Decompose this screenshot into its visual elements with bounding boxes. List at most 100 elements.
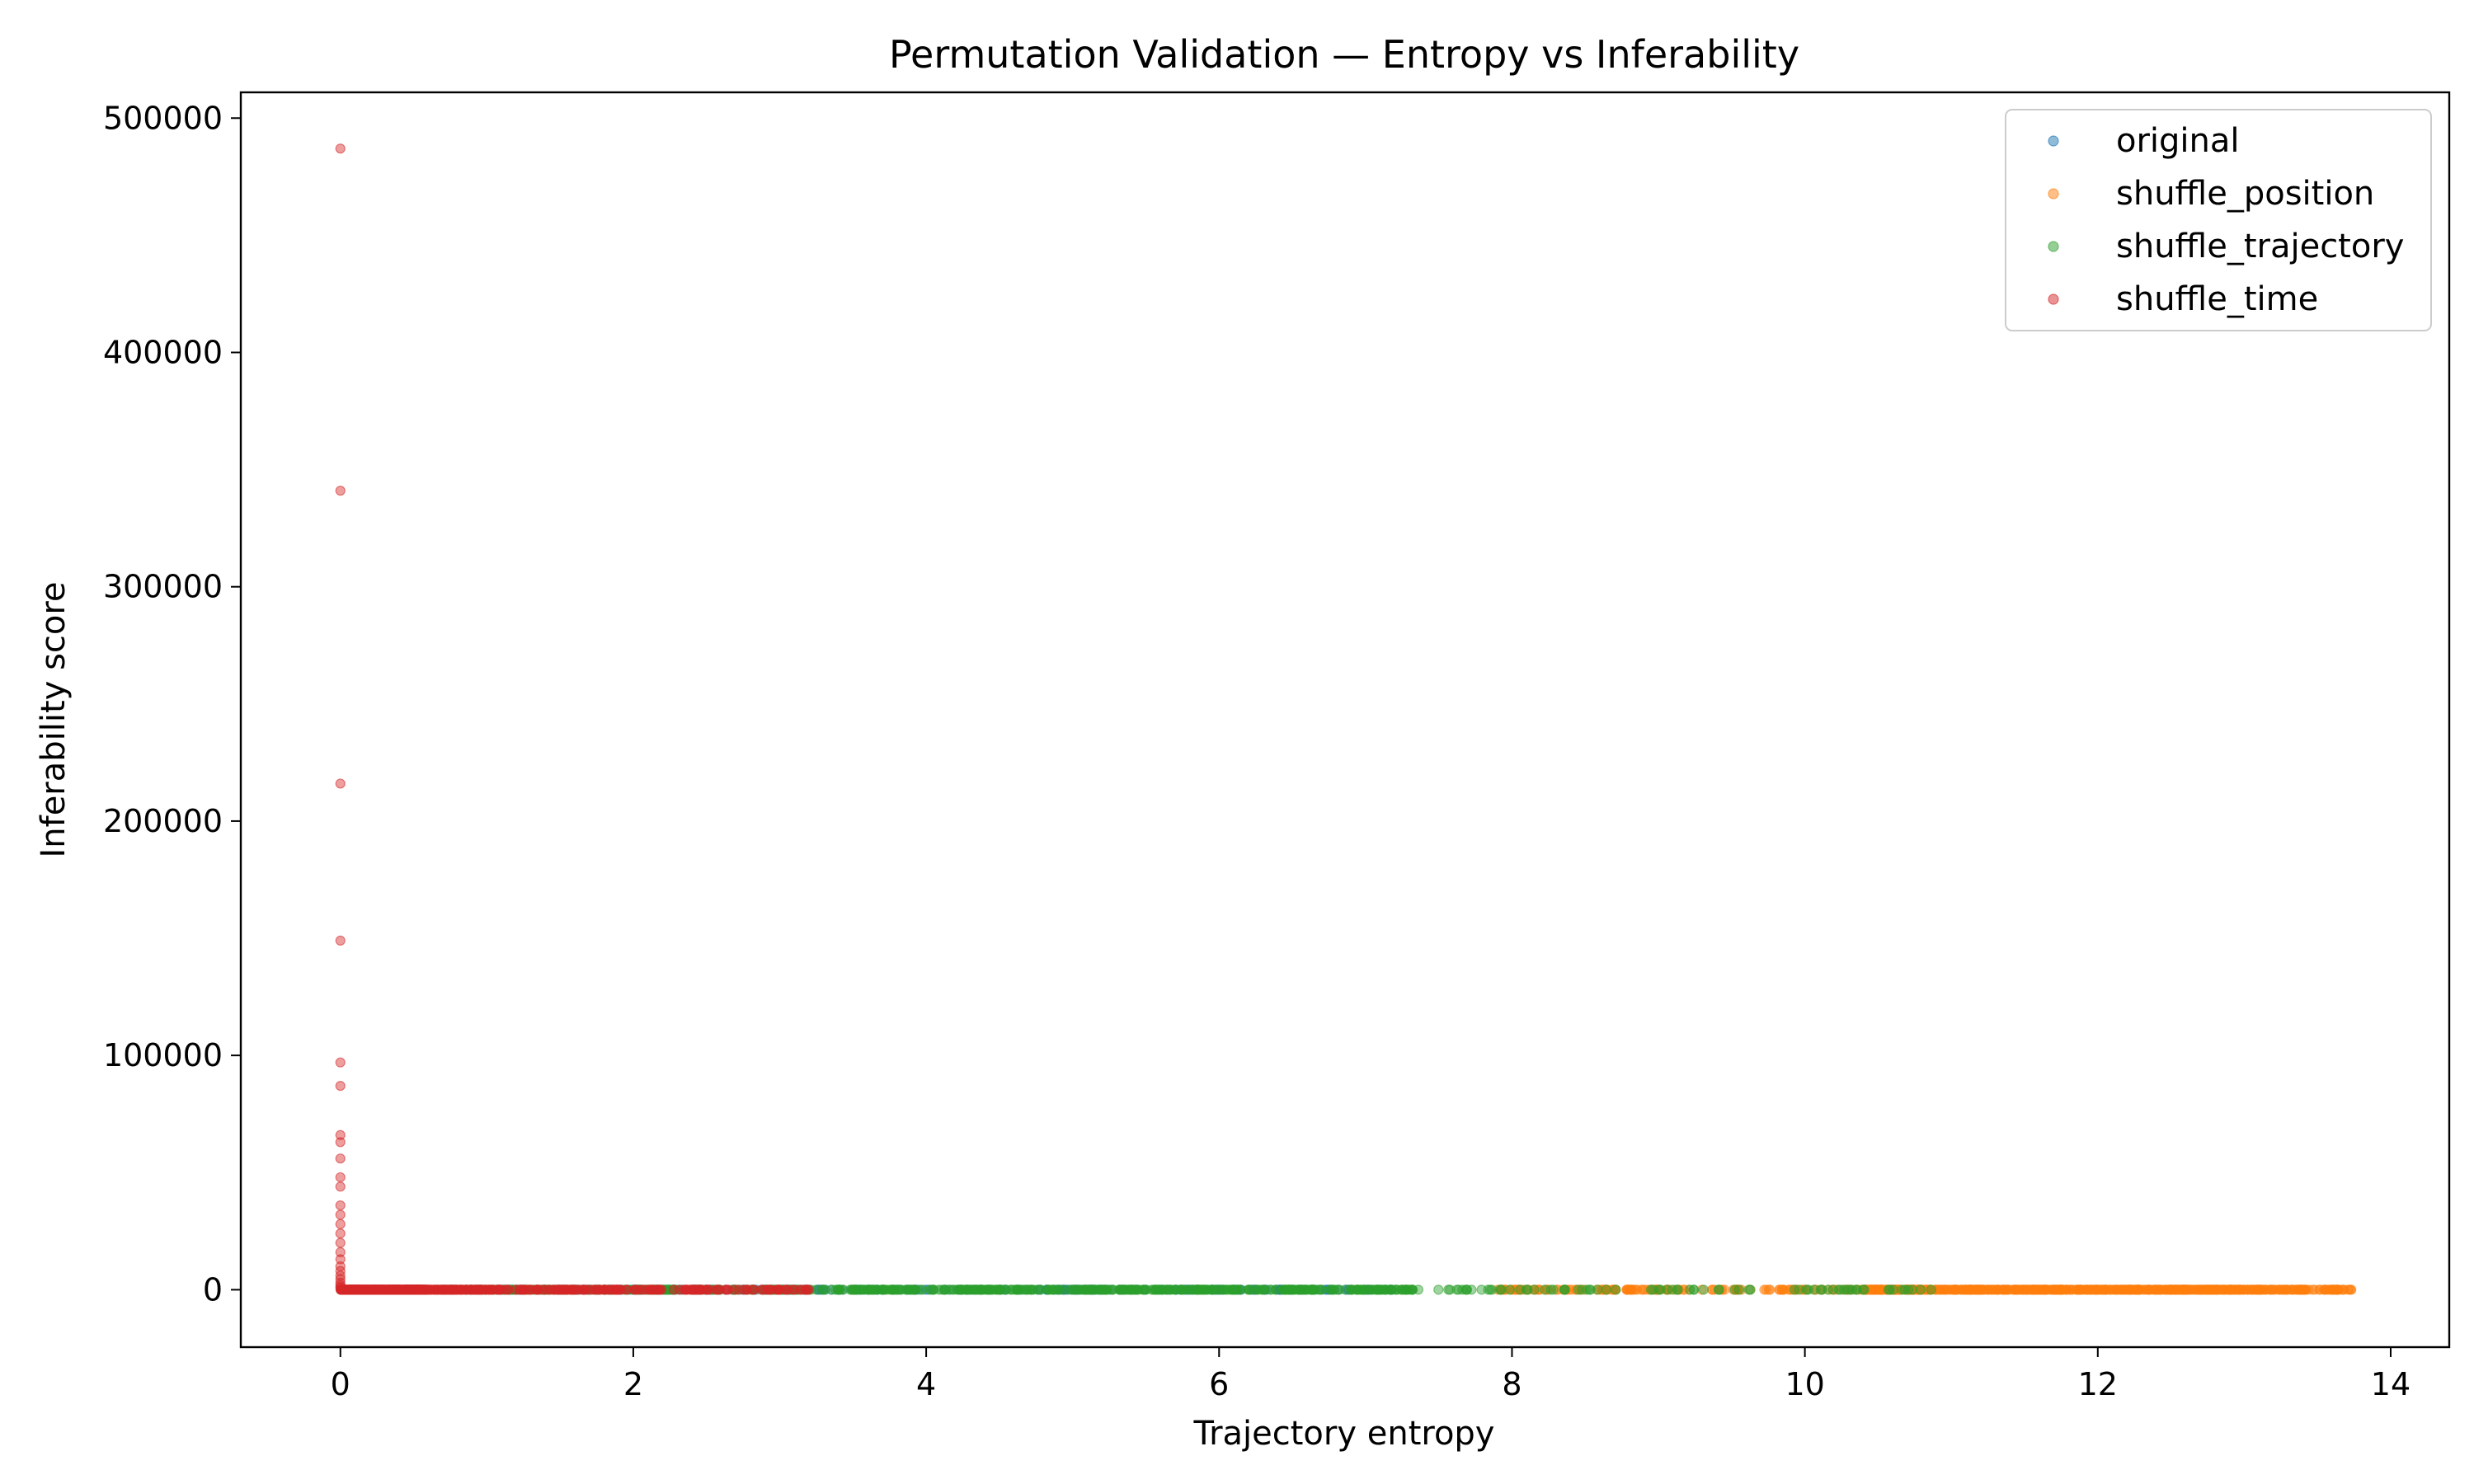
data-point-shuffle_time: [335, 1247, 346, 1257]
data-point-shuffle_trajectory: [988, 1284, 999, 1295]
data-point-shuffle_trajectory: [1745, 1284, 1756, 1295]
data-point-shuffle_trajectory: [1379, 1284, 1390, 1295]
data-point-shuffle_trajectory: [1128, 1284, 1139, 1295]
data-point-shuffle_time: [607, 1284, 618, 1295]
data-point-shuffle_time: [651, 1284, 661, 1295]
data-point-shuffle_trajectory: [1397, 1284, 1408, 1295]
legend-marker-original: [2048, 135, 2059, 147]
data-point-shuffle_time: [335, 1254, 346, 1265]
data-point-shuffle_trajectory: [1611, 1284, 1621, 1295]
data-point-shuffle_trajectory: [1131, 1284, 1142, 1295]
data-point-shuffle_time: [795, 1284, 806, 1295]
data-point-shuffle_trajectory: [1433, 1284, 1444, 1295]
data-point-shuffle_time: [335, 1080, 346, 1092]
data-point-shuffle_position: [1518, 1284, 1529, 1295]
data-point-shuffle_trajectory: [1408, 1284, 1418, 1295]
data-point-shuffle_trajectory: [1445, 1284, 1456, 1295]
data-point-shuffle_trajectory: [1307, 1284, 1318, 1295]
data-point-shuffle_time: [335, 1153, 346, 1164]
data-point-shuffle_trajectory: [1504, 1284, 1516, 1295]
data-point-shuffle_time: [335, 1209, 346, 1220]
data-point-shuffle_trajectory: [1153, 1284, 1164, 1295]
data-point-shuffle_time: [335, 1129, 346, 1140]
data-point-shuffle_time: [378, 1284, 388, 1295]
data-point-shuffle_trajectory: [934, 1284, 944, 1295]
data-point-shuffle_trajectory: [1009, 1284, 1019, 1295]
data-point-shuffle_trajectory: [1329, 1284, 1340, 1295]
data-point-shuffle_time: [747, 1284, 758, 1295]
data-point-shuffle_trajectory: [1801, 1284, 1812, 1295]
data-point-shuffle_position: [2157, 1284, 2168, 1295]
data-point-shuffle_trajectory: [1460, 1284, 1471, 1295]
data-point-shuffle_time: [335, 1172, 346, 1183]
data-point-shuffle_trajectory: [1400, 1284, 1411, 1295]
data-point-shuffle_trajectory: [1023, 1284, 1034, 1295]
data-point-shuffle_time: [518, 1284, 529, 1295]
data-point-shuffle_trajectory: [1899, 1284, 1910, 1295]
data-point-shuffle_trajectory: [1926, 1284, 1936, 1295]
data-point-shuffle_position: [2235, 1284, 2246, 1295]
data-point-shuffle_position: [1937, 1284, 1949, 1295]
legend-label-shuffle_position: shuffle_position: [2116, 175, 2374, 213]
data-point-shuffle_trajectory: [1048, 1284, 1059, 1295]
y-axis-label: Inferability score: [35, 581, 73, 857]
data-point-shuffle_trajectory: [1278, 1284, 1289, 1295]
data-point-shuffle_trajectory: [1183, 1284, 1194, 1295]
legend-marker-shuffle_position: [2048, 188, 2059, 200]
data-point-shuffle_position: [1717, 1284, 1728, 1295]
data-point-shuffle_position: [1973, 1284, 1984, 1295]
data-point-shuffle_time: [733, 1284, 745, 1295]
data-point-shuffle_trajectory: [1229, 1284, 1239, 1295]
data-point-shuffle_trajectory: [1713, 1284, 1724, 1295]
data-point-shuffle_time: [335, 1237, 346, 1248]
data-point-shuffle_trajectory: [1290, 1284, 1300, 1295]
data-point-shuffle_time: [335, 1137, 346, 1148]
data-point-shuffle_time: [471, 1284, 482, 1295]
data-point-shuffle_time: [408, 1284, 419, 1295]
x-tick-label: 14: [2371, 1366, 2411, 1402]
data-point-shuffle_trajectory: [1548, 1284, 1559, 1295]
data-point-shuffle_position: [1955, 1284, 1966, 1295]
data-point-shuffle_time: [335, 935, 346, 946]
data-point-shuffle_position: [2215, 1284, 2226, 1295]
data-point-shuffle_position: [2293, 1284, 2304, 1295]
data-point-shuffle_position: [2224, 1284, 2235, 1295]
data-point-shuffle_trajectory: [1685, 1284, 1696, 1295]
x-tick-label: 0: [331, 1366, 350, 1402]
data-point-shuffle_trajectory: [1352, 1284, 1363, 1295]
data-point-shuffle_position: [2266, 1284, 2277, 1295]
data-point-shuffle_position: [1976, 1284, 1987, 1295]
data-point-shuffle_trajectory: [948, 1284, 958, 1295]
data-point-shuffle_time: [335, 778, 346, 789]
data-point-shuffle_trajectory: [1096, 1284, 1107, 1295]
y-tick-label: 300000: [103, 569, 223, 605]
data-point-shuffle_position: [2269, 1284, 2279, 1295]
data-point-shuffle_trajectory: [962, 1284, 973, 1295]
data-point-shuffle_time: [637, 1284, 648, 1295]
data-point-shuffle_trajectory: [1099, 1284, 1110, 1295]
data-point-shuffle_position: [1993, 1284, 2004, 1295]
data-point-shuffle_trajectory: [1027, 1284, 1037, 1295]
data-point-shuffle_trajectory: [1540, 1284, 1550, 1295]
data-point-shuffle_position: [2274, 1284, 2285, 1295]
data-point-shuffle_trajectory: [1789, 1284, 1799, 1295]
data-point-shuffle_trajectory: [1839, 1284, 1850, 1295]
data-point-shuffle_trajectory: [995, 1284, 1007, 1295]
data-point-shuffle_trajectory: [863, 1284, 874, 1295]
data-point-shuffle_position: [1765, 1284, 1776, 1295]
data-point-shuffle_position: [2134, 1284, 2145, 1295]
data-point-shuffle_time: [492, 1284, 503, 1295]
data-point-shuffle_position: [1783, 1284, 1794, 1295]
legend-marker-shuffle_time: [2048, 294, 2059, 305]
x-tick-label: 4: [916, 1366, 936, 1402]
legend-label-shuffle_trajectory: shuffle_trajectory: [2116, 228, 2404, 265]
data-point-shuffle_trajectory: [1169, 1284, 1180, 1295]
data-point-shuffle_trajectory: [906, 1284, 917, 1295]
data-point-shuffle_trajectory: [1688, 1284, 1699, 1295]
y-tick-label: 100000: [103, 1037, 223, 1073]
y-tick-label: 200000: [103, 803, 223, 839]
x-tick-label: 12: [2078, 1366, 2118, 1402]
data-point-shuffle_time: [335, 1200, 346, 1211]
x-tick-label: 8: [1502, 1366, 1522, 1402]
